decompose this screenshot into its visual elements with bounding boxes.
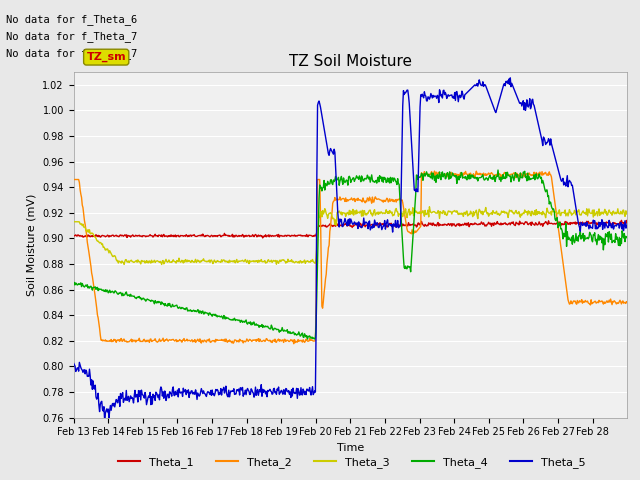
Text: No data for f_Theta_7: No data for f_Theta_7 — [6, 31, 138, 42]
Y-axis label: Soil Moisture (mV): Soil Moisture (mV) — [27, 193, 37, 296]
Title: TZ Soil Moisture: TZ Soil Moisture — [289, 54, 412, 70]
Text: No data for f_Theta_7: No data for f_Theta_7 — [6, 48, 138, 59]
Text: TZ_sm: TZ_sm — [86, 52, 126, 62]
Text: No data for f_Theta_6: No data for f_Theta_6 — [6, 14, 138, 25]
Legend: Theta_1, Theta_2, Theta_3, Theta_4, Theta_5: Theta_1, Theta_2, Theta_3, Theta_4, Thet… — [114, 452, 590, 472]
X-axis label: Time: Time — [337, 443, 364, 453]
